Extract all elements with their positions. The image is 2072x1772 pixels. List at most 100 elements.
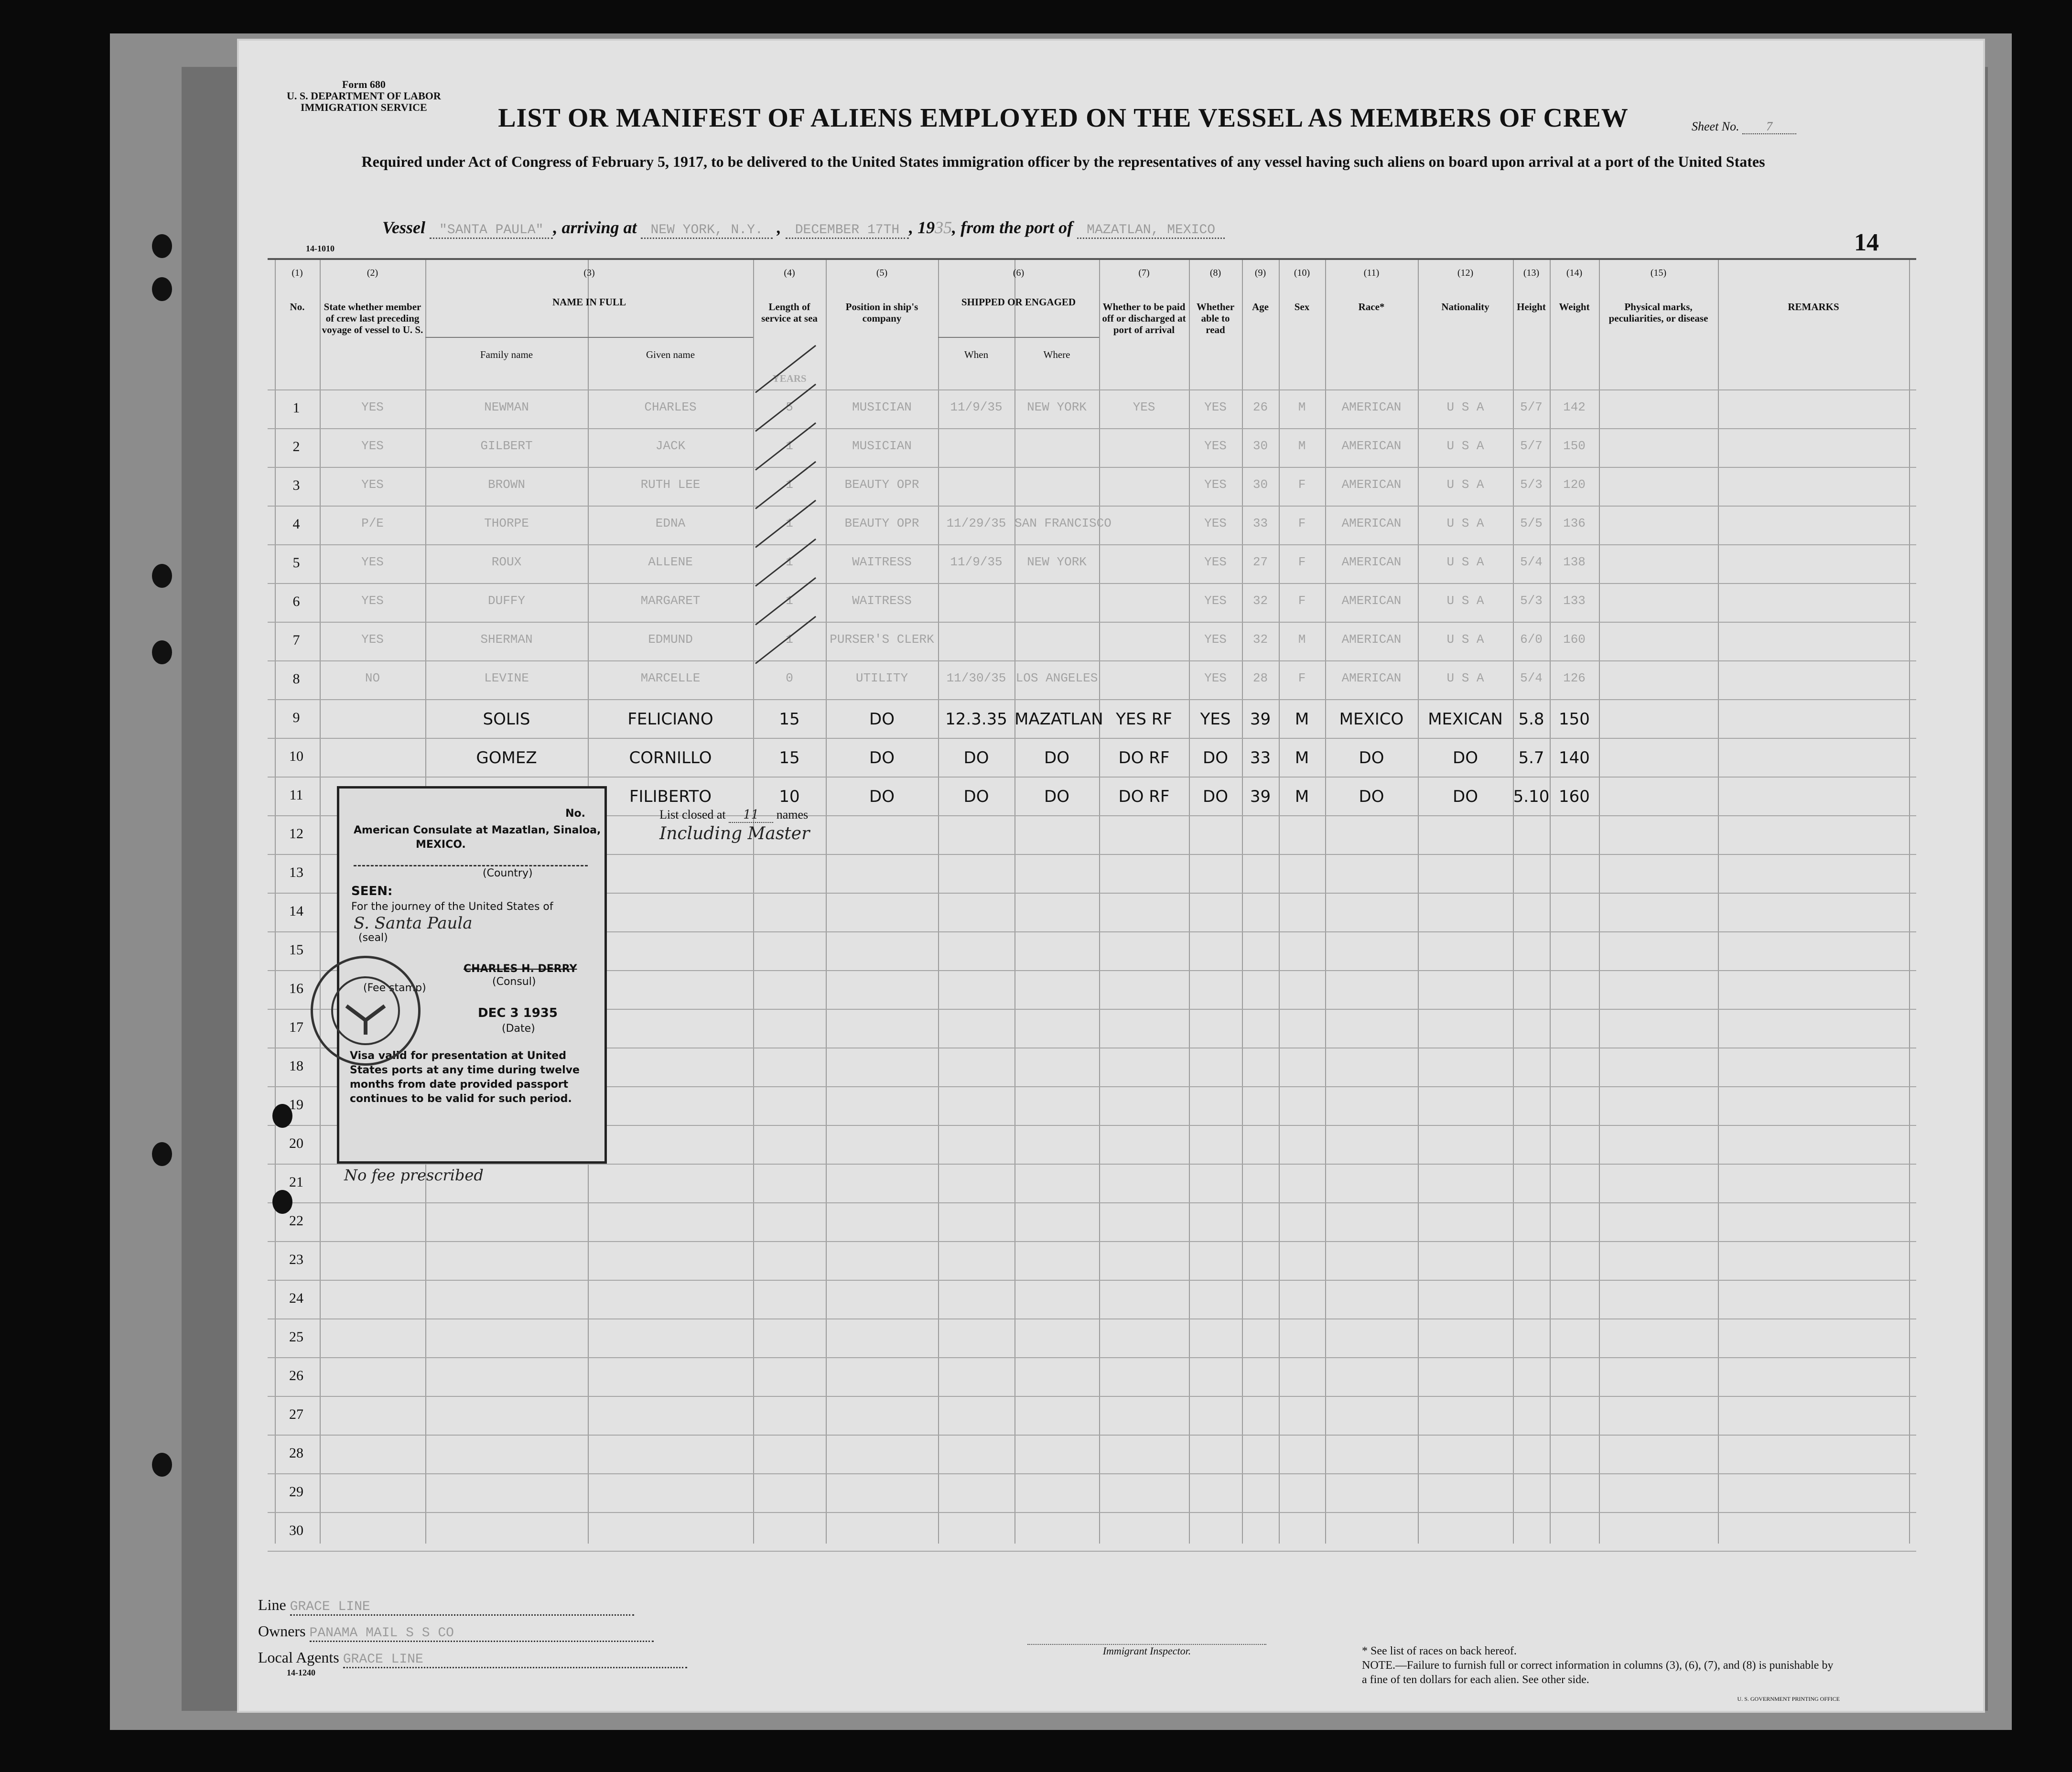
row-rule <box>268 1280 1916 1281</box>
cell-length: 10 <box>779 787 800 806</box>
line-label: Line <box>258 1596 286 1613</box>
column-rule <box>275 258 276 1544</box>
column-header: No. <box>290 301 305 313</box>
service: IMMIGRATION SERVICE <box>301 101 427 113</box>
crew-table: (1) No. (2) State whether member of crew la… <box>268 258 1916 1552</box>
cell-family: ROUX <box>491 555 522 569</box>
cell-length: 5 <box>786 400 793 414</box>
cell-age: 39 <box>1250 787 1271 806</box>
row-number: 15 <box>289 942 303 958</box>
row-number: 2 <box>292 439 300 454</box>
row-rule <box>268 1435 1916 1436</box>
column-header: Weight <box>1559 301 1590 313</box>
consulate-stamp: No. American Consulate at Mazatlan, Sina… <box>311 786 607 1184</box>
row-rule <box>268 1009 1916 1010</box>
cell-given: FILIBERTO <box>629 787 712 806</box>
cell-weight: 138 <box>1563 555 1586 569</box>
cell-family: THORPE <box>484 516 529 530</box>
row-number: 9 <box>292 710 300 725</box>
strike-mark <box>755 345 817 393</box>
cell-nationality: U S A <box>1446 516 1484 530</box>
cell-family: SOLIS <box>483 710 530 729</box>
cell-position: DO <box>869 787 895 806</box>
cell-position: UTILITY <box>855 671 908 685</box>
inspector-label: Immigrant Inspector. <box>1027 1644 1266 1657</box>
row-rule <box>268 738 1916 739</box>
cell-age: 26 <box>1252 400 1268 414</box>
row-rule <box>268 854 1916 855</box>
cell-length: 1 <box>786 477 793 492</box>
row-number: 29 <box>289 1484 303 1500</box>
cell-height: 5.7 <box>1518 748 1544 767</box>
arriving-port: NEW YORK, N.Y. <box>641 223 773 239</box>
eagle-seal-icon <box>331 976 400 1045</box>
list-closed-note: Including Master <box>659 824 810 843</box>
row-number: 25 <box>289 1329 303 1345</box>
cell-weight: 120 <box>1563 477 1586 492</box>
cell-race: AMERICAN <box>1341 516 1402 530</box>
cell-length: 1 <box>786 439 793 453</box>
column-rule <box>1099 258 1100 1544</box>
owners-label: Owners <box>258 1622 306 1640</box>
cell-race: AMERICAN <box>1341 671 1402 685</box>
cell-read: YES <box>1204 439 1227 453</box>
cell-weight: 126 <box>1563 671 1586 685</box>
cell-race: AMERICAN <box>1341 439 1402 453</box>
row-number: 12 <box>289 826 303 842</box>
row-rule <box>268 1318 1916 1319</box>
column-rule <box>938 258 939 1544</box>
vessel-line: Vessel "SANTA PAULA", arriving at NEW YO… <box>382 217 1225 239</box>
from-port: MAZATLAN, MEXICO <box>1077 223 1225 239</box>
cell-height: 5/7 <box>1520 439 1543 453</box>
cell-age: 27 <box>1252 555 1268 569</box>
column-number: (13) <box>1523 268 1540 278</box>
column-number: (12) <box>1457 268 1474 278</box>
cell-paid: DO RF <box>1118 787 1170 806</box>
stamp-no: No. <box>565 808 585 820</box>
cell-sex: M <box>1295 787 1309 806</box>
column-header: Age <box>1252 301 1269 313</box>
column-header: Length of service at sea <box>761 301 818 324</box>
cell-position: MUSICIAN <box>852 400 912 414</box>
form-id: Form 680 U. S. DEPARTMENT OF LABOR IMMIG… <box>287 79 441 113</box>
cell-race: MEXICO <box>1339 710 1404 729</box>
column-rule <box>1418 258 1419 1544</box>
sheet-value: 7 <box>1742 119 1797 134</box>
stamp-vessel-hand: S. Santa Paula <box>354 914 473 933</box>
list-closed-suffix: names <box>776 808 809 821</box>
cell-family: SHERMAN <box>480 632 533 647</box>
row-rule <box>268 622 1916 623</box>
header-divider <box>938 337 1099 338</box>
cell-weight: 142 <box>1563 400 1586 414</box>
cell-given: MARCELLE <box>640 671 701 685</box>
cell-weight: 133 <box>1563 594 1586 608</box>
cell-nationality: U S A <box>1446 671 1484 685</box>
cell-paid: DO RF <box>1118 748 1170 767</box>
cell-position: BEAUTY OPR <box>844 516 919 530</box>
cell-read: YES <box>1204 671 1227 685</box>
footer-owners: Owners PANAMA MAIL S S CO <box>258 1622 654 1642</box>
column-rule <box>1718 258 1719 1544</box>
column-header: Whether to be paid off or discharged at … <box>1102 301 1186 335</box>
column-header: NAME IN FULL <box>552 296 626 308</box>
row-number: 4 <box>292 516 300 532</box>
cell-sex: F <box>1298 671 1306 685</box>
cell-age: 33 <box>1250 748 1271 767</box>
column-number: (3) <box>583 268 595 278</box>
agents-value: GRACE LINE <box>343 1652 687 1668</box>
stamp-seen: SEEN: <box>351 884 393 898</box>
row-number: 19 <box>289 1097 303 1113</box>
cell-prev: P/E <box>361 516 384 530</box>
column-number: (5) <box>876 268 888 278</box>
column-rule <box>1325 258 1326 1544</box>
column-subheader: When <box>964 349 989 360</box>
row-number: 7 <box>292 632 300 648</box>
row-number: 28 <box>289 1445 303 1461</box>
row-number: 6 <box>292 594 300 609</box>
column-subheader: Given name <box>646 349 695 360</box>
column-header: REMARKS <box>1788 301 1839 313</box>
cell-sex: M <box>1298 439 1306 453</box>
column-number: (14) <box>1566 268 1583 278</box>
row-rule <box>268 258 1916 260</box>
row-number: 23 <box>289 1252 303 1267</box>
